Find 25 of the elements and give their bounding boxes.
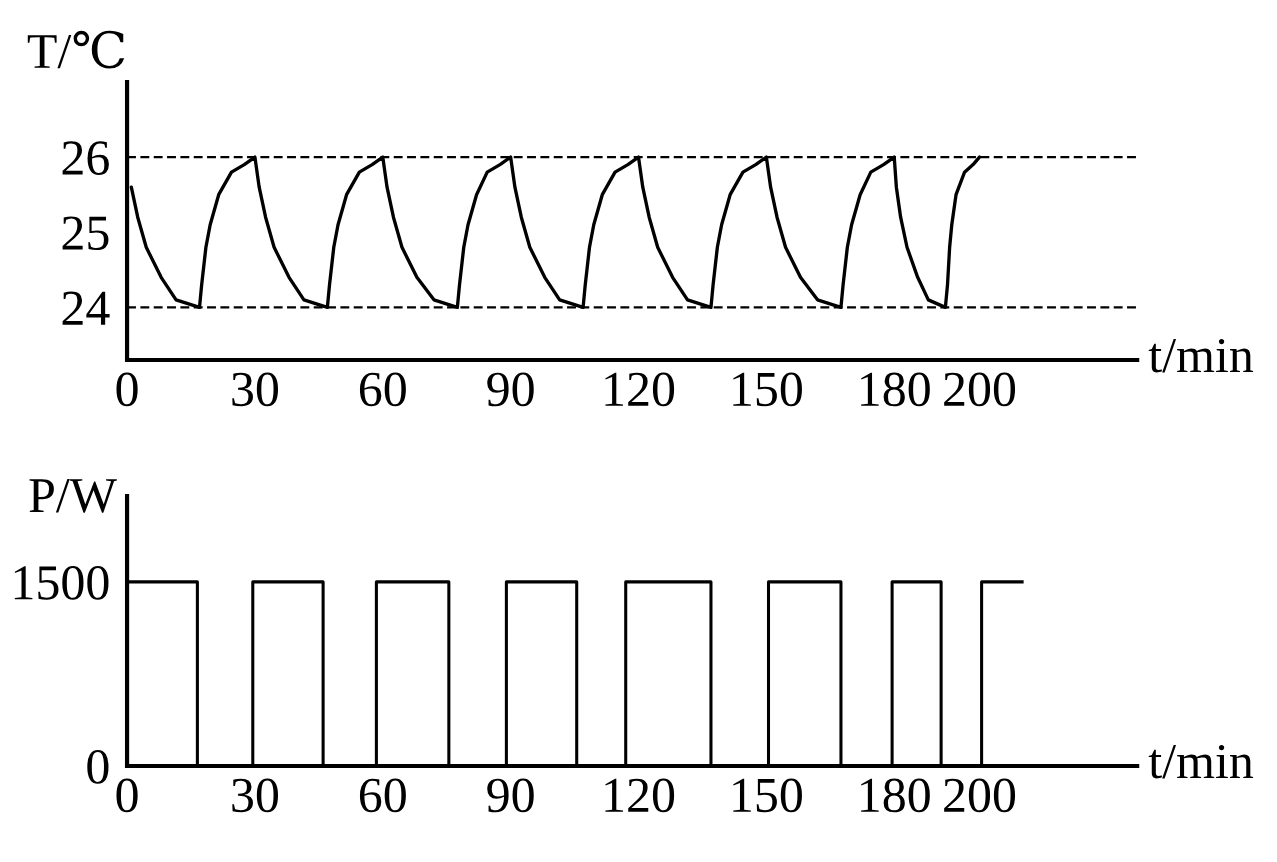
x-tick-label: 150 [733, 778, 802, 813]
y-tick-label: 1500 [14, 565, 109, 600]
x-tick-label: 150 [733, 372, 802, 407]
y-tick-label: 26 [62, 141, 109, 175]
x-tick-label: 60 [359, 778, 406, 813]
x-tick-label: 90 [487, 372, 534, 407]
x-tick-label: 90 [487, 778, 534, 813]
y-axis-title: T/℃ [27, 30, 125, 69]
y-tick-label: 25 [62, 216, 109, 251]
y-axis-title: P/W [29, 479, 117, 513]
x-axis-title: t/min [1148, 338, 1254, 373]
x-tick-label: 200 [944, 778, 1016, 813]
x-tick-label: 180 [861, 778, 930, 813]
y-tick-label: 0 [87, 750, 109, 784]
x-tick-label: 120 [605, 778, 675, 813]
x-tick-label: 30 [232, 372, 279, 407]
y-tick-label: 24 [62, 291, 110, 325]
x-tick-label: 200 [944, 372, 1016, 407]
x-tick-label: 120 [605, 372, 675, 407]
x-tick-label: 0 [116, 372, 138, 407]
x-tick-label: 60 [359, 372, 406, 407]
x-tick-label: 0 [116, 778, 138, 813]
x-axis-title: t/min [1148, 744, 1254, 779]
x-tick-label: 30 [232, 778, 279, 813]
x-tick-label: 180 [861, 372, 930, 407]
